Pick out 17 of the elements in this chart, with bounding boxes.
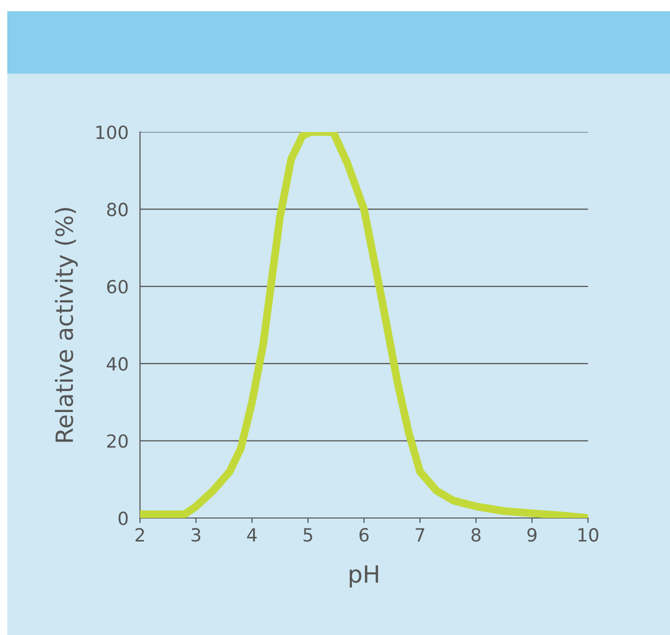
x-tick-label: 10 [578,528,598,542]
x-tick-label: 6 [360,528,369,542]
x-tick-label: 9 [527,528,536,542]
y-tick-label: 80 [107,202,128,216]
x-tick-label: 7 [416,528,424,542]
x-axis-title: pH [350,565,378,588]
x-tick-label: 5 [304,528,312,542]
y-tick-label: 0 [118,511,128,526]
y-tick-label: 20 [107,434,128,448]
x-tick-label: 3 [192,528,200,542]
x-tick-label: 4 [247,528,257,542]
y-tick-label: 100 [96,125,128,140]
y-axis-title: Relative activity (%) [54,208,78,442]
y-tick-label: 40 [106,357,128,371]
y-tick-label: 60 [107,280,128,294]
x-tick-label: 8 [471,528,481,542]
x-tick-label: 2 [136,528,144,542]
